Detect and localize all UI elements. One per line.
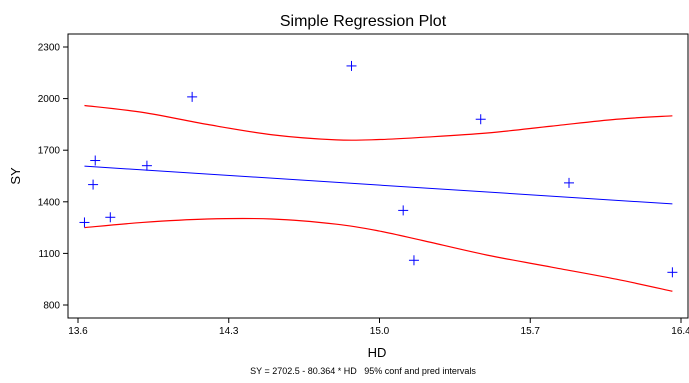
x-tick-label: 16.4	[671, 326, 689, 337]
lower-interval-curve	[84, 217, 673, 292]
series-layer	[79, 60, 678, 292]
data-point	[90, 155, 101, 166]
plot-frame	[67, 33, 689, 319]
data-point	[141, 160, 152, 171]
x-axis: 13.6 14.3 15.0 15.7 16.4	[68, 318, 689, 337]
chart-title: Simple Regression Plot	[280, 13, 447, 30]
data-point	[564, 177, 575, 188]
data-point	[346, 60, 357, 71]
regression-line	[84, 165, 673, 205]
y-axis: 800 1100 1400 1700 2000 2300	[38, 43, 68, 312]
y-tick-label: 2300	[38, 43, 61, 54]
x-tick-label: 15.7	[521, 326, 541, 337]
x-axis-label: HD	[368, 345, 387, 360]
y-tick-label: 1400	[38, 197, 61, 208]
data-point	[667, 267, 678, 278]
data-point	[105, 212, 116, 223]
y-axis-label: SY	[8, 167, 23, 185]
y-tick-label: 800	[43, 301, 60, 312]
upper-interval-curve	[84, 104, 673, 141]
x-tick-label: 14.3	[219, 326, 239, 337]
x-tick-label: 13.6	[68, 326, 88, 337]
y-tick-label: 1700	[38, 146, 61, 157]
data-point	[475, 114, 486, 125]
data-point	[88, 179, 99, 190]
data-point	[187, 91, 198, 102]
x-tick-label: 15.0	[370, 326, 390, 337]
y-tick-label: 2000	[38, 94, 61, 105]
data-point	[398, 205, 409, 216]
chart-caption: SY = 2702.5 - 80.364 * HD 95% conf and p…	[250, 366, 476, 376]
data-point	[408, 255, 419, 266]
y-tick-label: 1100	[38, 249, 60, 260]
data-point	[79, 217, 90, 228]
